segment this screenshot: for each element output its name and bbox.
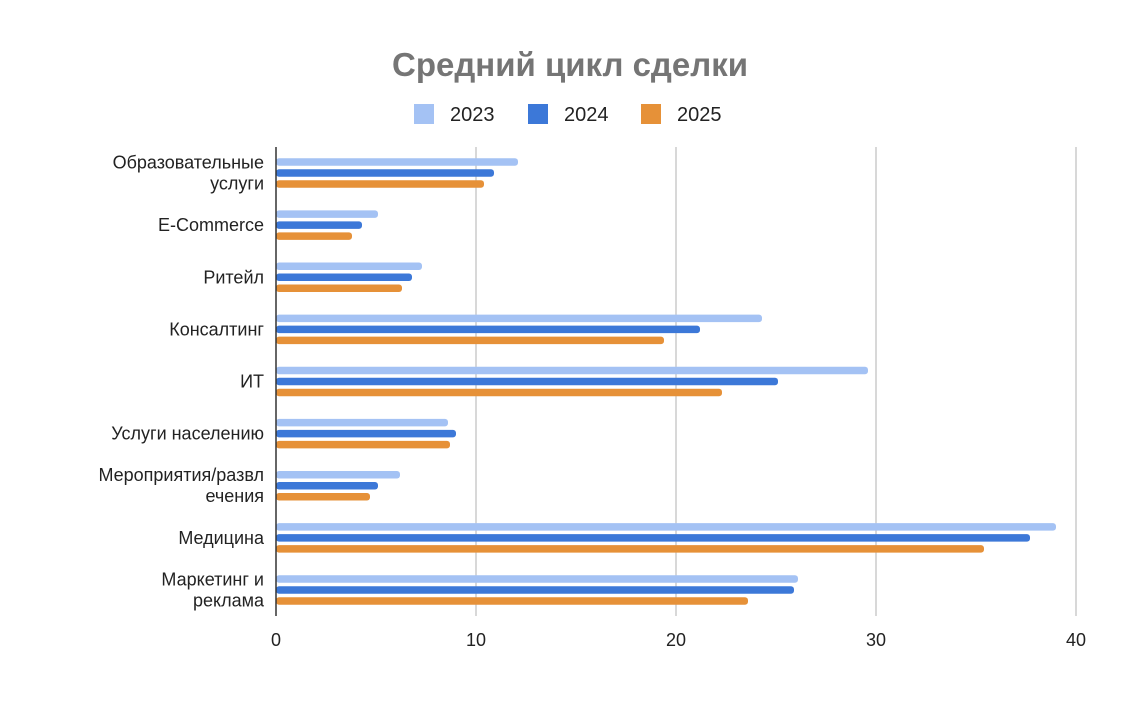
category-label: Маркетинг и [161, 569, 264, 589]
bar-2024 [276, 534, 1030, 542]
bar-2024 [276, 221, 362, 229]
bar-2025 [276, 440, 450, 449]
x-tick-label: 40 [1066, 630, 1086, 650]
bar-2025 [276, 597, 748, 605]
bar-2024 [276, 377, 778, 386]
bar-2023 [276, 262, 422, 271]
bar-2025 [276, 492, 370, 501]
legend-label: 2024 [564, 104, 609, 126]
bar-2025 [276, 180, 484, 188]
x-tick-labels: 0 10 20 30 40 [271, 630, 1086, 650]
x-tick-label: 10 [466, 630, 486, 650]
category-label: Услуги населению [111, 424, 264, 444]
category-label: услуги [210, 174, 264, 194]
category-label: Ритейл [203, 267, 264, 287]
bar-2024 [276, 586, 794, 594]
bar-2024 [276, 429, 456, 438]
chart-title: Средний цикл сделки [392, 46, 748, 83]
bar-2023 [276, 523, 1056, 531]
bar-2023 [276, 210, 378, 218]
category-label: E-Commerce [158, 215, 264, 235]
bar-2024 [276, 273, 412, 282]
bar-2023 [276, 366, 868, 375]
bar-2023 [276, 470, 400, 479]
legend-swatch-2024 [528, 104, 548, 124]
bar-2023 [276, 158, 518, 166]
bar-2024 [276, 325, 700, 334]
legend-swatch-2025 [641, 104, 661, 124]
bar-2024 [276, 169, 494, 177]
legend-label: 2025 [677, 104, 722, 126]
category-label: ИТ [240, 372, 264, 392]
bar-2023 [276, 575, 798, 583]
legend-label: 2023 [450, 104, 495, 126]
category-label: Мероприятия/развл [98, 465, 264, 485]
category-label: Медицина [178, 528, 265, 548]
bar-2025 [276, 284, 402, 293]
bars [276, 158, 1056, 605]
category-label: Консалтинг [169, 319, 264, 339]
legend: 2023 2024 2025 [414, 104, 722, 126]
bar-2023 [276, 418, 448, 427]
bar-2024 [276, 481, 378, 490]
bar-2025 [276, 545, 984, 553]
bar-2025 [276, 388, 722, 397]
category-label: ечения [205, 486, 264, 506]
bar-2025 [276, 232, 352, 240]
x-tick-label: 0 [271, 630, 281, 650]
category-label: реклама [193, 590, 265, 610]
bar-2023 [276, 314, 762, 323]
x-tick-label: 20 [666, 630, 686, 650]
x-tick-label: 30 [866, 630, 886, 650]
bar-2025 [276, 336, 664, 345]
legend-swatch-2023 [414, 104, 434, 124]
category-label: Образовательные [113, 153, 264, 173]
